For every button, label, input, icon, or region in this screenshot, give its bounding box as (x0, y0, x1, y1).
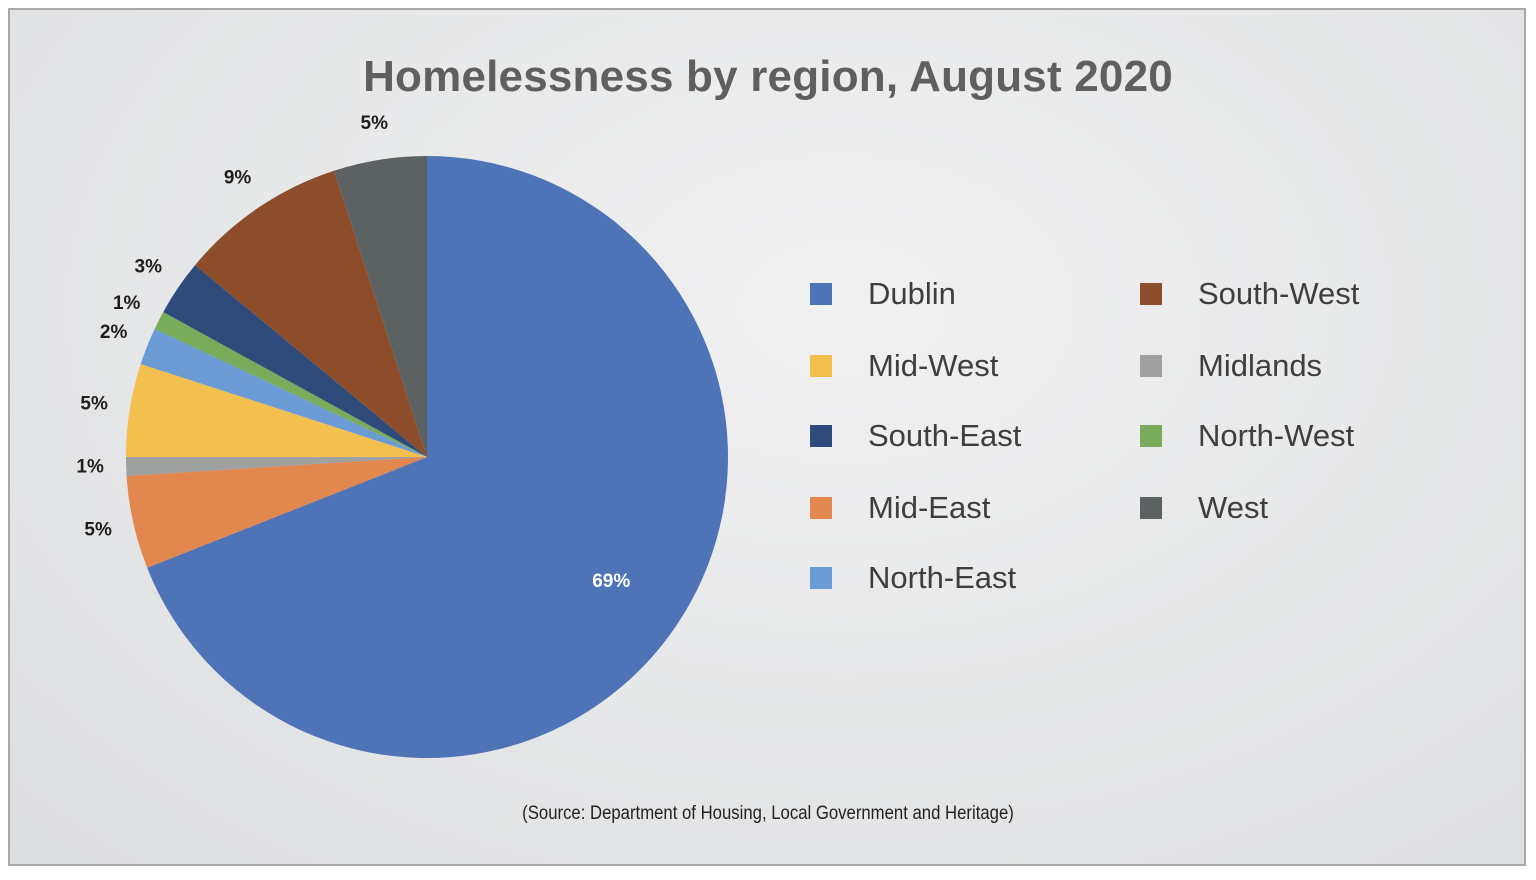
legend-label: North-West (1198, 418, 1355, 453)
legend-swatch (1140, 425, 1162, 447)
data-label-midlands: 1% (76, 457, 104, 478)
pie-slice-west (333, 156, 427, 457)
legend-swatch (810, 425, 832, 447)
legend-label: North-East (868, 560, 1017, 595)
legend-label: Midlands (1198, 348, 1323, 383)
legend-item-north-east: North-East (810, 560, 1016, 596)
data-label-south-east: 3% (135, 257, 163, 278)
legend-item-south-west: South-West (1140, 276, 1359, 312)
chart-legend: Dublin Mid-West South-East Mid-East North-Ea… (810, 276, 1410, 616)
legend-item-north-west: North-West (1140, 418, 1354, 454)
legend-item-mid-east: Mid-East (810, 490, 990, 526)
chart-title: Homelessness by region, August 2020 (363, 52, 1173, 101)
chart-source: (Source: Department of Housing, Local Go… (522, 803, 1014, 824)
legend-swatch (1140, 355, 1162, 377)
legend-swatch (810, 497, 832, 519)
legend-label: Mid-East (868, 490, 991, 525)
legend-label: Dublin (868, 276, 956, 311)
legend-item-mid-west: Mid-West (810, 348, 998, 384)
data-label-north-west: 1% (113, 293, 141, 314)
legend-swatch (1140, 497, 1162, 519)
data-label-mid-west: 5% (80, 393, 108, 414)
data-label-mid-east: 5% (84, 520, 112, 541)
pie-slice-south-west (195, 170, 427, 457)
legend-item-south-east: South-East (810, 418, 1021, 454)
legend-item-dublin: Dublin (810, 276, 956, 312)
data-label-south-west: 9% (224, 167, 252, 188)
data-label-west: 5% (361, 113, 389, 134)
pie-slice-midlands (126, 457, 427, 476)
pie-slice-mid-west (126, 363, 427, 457)
legend-label: South-West (1198, 276, 1360, 311)
legend-swatch (810, 283, 832, 305)
pie-slice-north-east (140, 328, 427, 457)
legend-swatch (810, 567, 832, 589)
legend-label: West (1198, 490, 1269, 525)
pie-slice-north-west (154, 311, 427, 457)
pie-slice-south-east (163, 265, 427, 457)
legend-label: Mid-West (868, 348, 999, 383)
legend-item-midlands: Midlands (1140, 348, 1322, 384)
legend-label: South-East (868, 418, 1022, 453)
data-label-dublin: 69% (592, 571, 630, 592)
pie-slice-mid-east (126, 457, 427, 568)
pie-slice-dublin (147, 156, 729, 758)
legend-item-west: West (1140, 490, 1268, 526)
data-label-north-east: 2% (100, 322, 128, 343)
legend-swatch (810, 355, 832, 377)
legend-swatch (1140, 283, 1162, 305)
